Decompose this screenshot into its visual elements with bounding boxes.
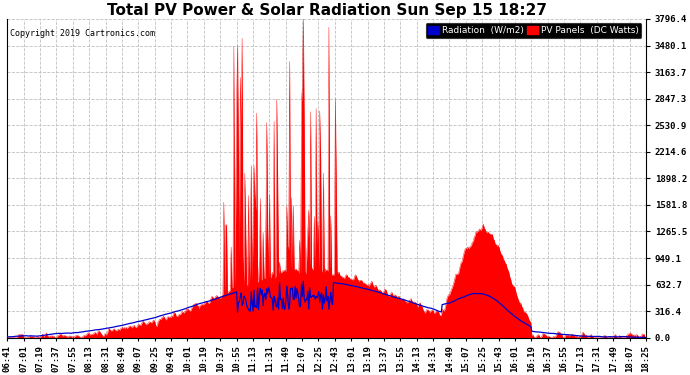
Legend: Radiation  (W/m2), PV Panels  (DC Watts): Radiation (W/m2), PV Panels (DC Watts) [426,24,642,38]
Title: Total PV Power & Solar Radiation Sun Sep 15 18:27: Total PV Power & Solar Radiation Sun Sep… [107,3,546,18]
Text: Copyright 2019 Cartronics.com: Copyright 2019 Cartronics.com [10,28,155,38]
